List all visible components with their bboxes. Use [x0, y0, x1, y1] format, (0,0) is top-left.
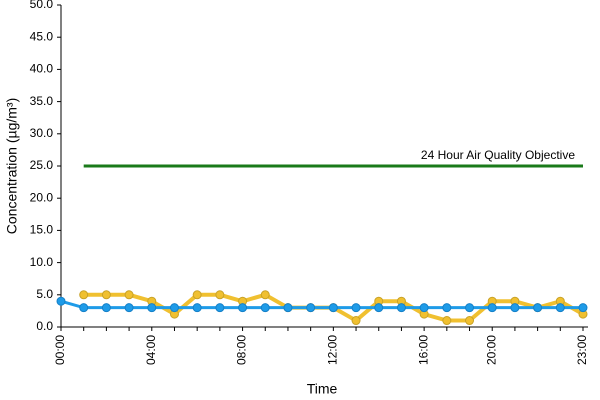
- point: [374, 303, 384, 313]
- y-tick-label: 50.0: [30, 0, 54, 11]
- point: [124, 303, 134, 313]
- y-tick-label: 20.0: [30, 190, 54, 204]
- point: [56, 296, 66, 306]
- point: [79, 303, 89, 313]
- point: [215, 303, 225, 313]
- point: [101, 303, 111, 313]
- point: [351, 316, 361, 326]
- point: [192, 303, 202, 313]
- point: [533, 303, 543, 313]
- point: [260, 290, 270, 300]
- y-tick-label: 40.0: [30, 62, 54, 76]
- x-axis-label: Time: [307, 381, 338, 397]
- point: [442, 316, 452, 326]
- x-tick-label: 12:00: [326, 335, 340, 365]
- point: [283, 303, 293, 313]
- y-tick-label: 30.0: [30, 126, 54, 140]
- y-tick-label: 25.0: [30, 158, 54, 172]
- point: [238, 303, 248, 313]
- series-label: 24 Hour Air Quality Objective: [421, 148, 575, 162]
- y-tick-label: 0.0: [36, 319, 53, 333]
- y-tick-label: 35.0: [30, 94, 54, 108]
- point: [351, 303, 361, 313]
- point: [396, 303, 406, 313]
- x-tick-label: 23:00: [575, 335, 589, 365]
- x-tick-label: 16:00: [416, 335, 430, 365]
- point: [147, 303, 157, 313]
- point: [328, 303, 338, 313]
- y-tick-label: 45.0: [30, 29, 54, 43]
- point: [192, 290, 202, 300]
- point: [510, 303, 520, 313]
- point: [465, 316, 475, 326]
- point: [79, 290, 89, 300]
- y-tick-label: 5.0: [36, 287, 53, 301]
- point: [169, 303, 179, 313]
- point: [260, 303, 270, 313]
- point: [101, 290, 111, 300]
- y-axis-label: Concentration (µg/m³): [4, 98, 20, 234]
- point: [487, 303, 497, 313]
- point: [306, 303, 316, 313]
- point: [442, 303, 452, 313]
- y-tick-label: 10.0: [30, 255, 54, 269]
- x-tick-label: 00:00: [53, 335, 67, 365]
- point: [419, 303, 429, 313]
- x-tick-label: 04:00: [144, 335, 158, 365]
- point: [578, 303, 588, 313]
- x-tick-label: 20:00: [484, 335, 498, 365]
- x-tick-label: 08:00: [235, 335, 249, 365]
- y-tick-label: 15.0: [30, 223, 54, 237]
- point: [555, 303, 565, 313]
- point: [124, 290, 134, 300]
- point: [465, 303, 475, 313]
- point: [215, 290, 225, 300]
